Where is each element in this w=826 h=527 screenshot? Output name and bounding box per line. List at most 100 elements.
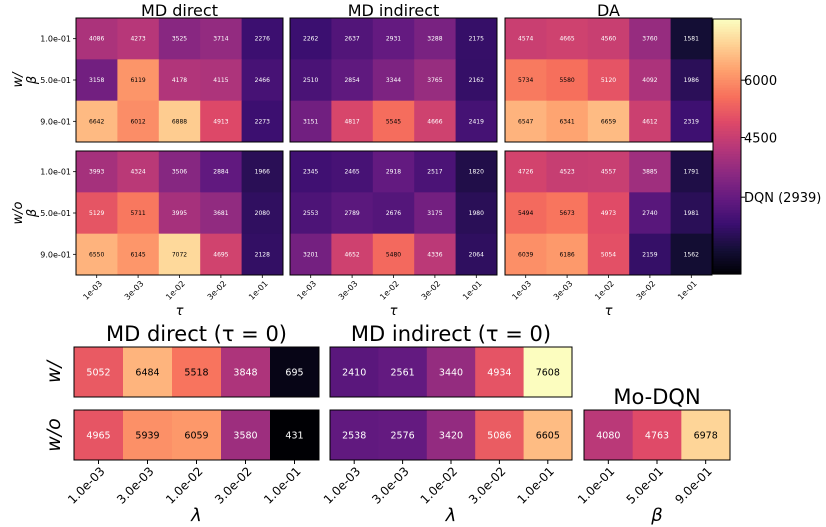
heatmap-cell <box>629 151 671 193</box>
cell-value-label: 5580 <box>559 77 574 84</box>
colorbar-segment <box>713 248 741 252</box>
colorbar-segment <box>713 166 741 171</box>
heatmap-cell <box>330 347 379 397</box>
heatmap-cell <box>331 233 374 276</box>
tau-axis-label: τ <box>176 304 184 319</box>
colorbar-segment <box>713 108 741 112</box>
cell-value-label: 4652 <box>344 251 359 258</box>
colorbar-tick-label: 6000 <box>744 74 777 89</box>
colorbar-segment <box>713 220 741 224</box>
row-tick-label: 5.0e-01 <box>40 209 71 218</box>
cell-value-label: 4336 <box>427 251 442 258</box>
cell-value-label: 4763 <box>645 431 669 442</box>
cell-value-label: 6659 <box>601 118 616 125</box>
heatmap-cell <box>76 151 118 193</box>
colorbar-segment <box>713 146 741 150</box>
heatmap-cell <box>290 151 332 193</box>
row-label: w/o <box>43 418 65 452</box>
heatmap-cell <box>117 18 160 60</box>
cell-value-label: 5673 <box>559 210 574 217</box>
colorbar-segment <box>713 75 741 79</box>
heatmap-cell <box>587 151 630 193</box>
heatmap-cell <box>74 347 124 397</box>
col-tick-label: 3e-02 <box>635 279 658 302</box>
heatmap-cell <box>241 100 284 143</box>
colorbar-segment <box>713 52 741 56</box>
cell-value-label: 1581 <box>684 36 699 43</box>
colorbar-segment <box>713 136 741 140</box>
colorbar-segment <box>713 253 741 257</box>
col-tick-label: 1.0e-03 <box>321 464 363 506</box>
heatmap-cell <box>200 151 242 193</box>
cell-value-label: 2637 <box>344 36 359 43</box>
colorbar-segment <box>713 154 741 158</box>
heatmap-cell <box>378 410 428 460</box>
cell-value-label: 3765 <box>427 77 442 84</box>
col-tick-label: 1.0e-03 <box>65 464 107 506</box>
colorbar-segment <box>713 189 741 193</box>
x-axis-label: λ <box>445 505 457 526</box>
col-tick-label: 1.0e-02 <box>163 464 205 506</box>
colorbar-segment <box>713 174 741 178</box>
heatmap-cell <box>158 151 201 193</box>
cell-value-label: 6059 <box>184 431 208 442</box>
colorbar-segment <box>713 205 741 209</box>
heatmap-cell <box>158 18 201 60</box>
colorbar-segment <box>713 184 741 188</box>
heatmap-cell <box>426 410 476 460</box>
heatmap-cell <box>378 347 428 397</box>
cell-value-label: 1986 <box>684 77 699 84</box>
colorbar-segment <box>713 240 741 244</box>
heatmap-cell <box>414 100 456 143</box>
heatmap-cell <box>372 192 415 235</box>
colorbar-segment <box>713 128 741 132</box>
heatmap-cell <box>681 410 731 460</box>
colorbar-segment <box>713 54 741 58</box>
colorbar-segment <box>713 223 741 227</box>
colorbar-tick-label: 4500 <box>744 132 777 147</box>
heatmap-cell <box>76 18 118 60</box>
colorbar-segment <box>713 31 741 35</box>
colorbar-segment <box>713 138 741 142</box>
colorbar-segment <box>713 39 741 43</box>
cell-value-label: 3681 <box>213 210 228 217</box>
heatmap-cell <box>414 192 456 235</box>
colorbar-segment <box>713 110 741 114</box>
cell-value-label: 5480 <box>386 251 401 258</box>
heatmap-cell <box>455 151 498 193</box>
cell-value-label: 1966 <box>255 169 270 176</box>
cell-value-label: 4557 <box>601 169 616 176</box>
colorbar-segment <box>713 64 741 69</box>
heatmap-cell <box>455 100 498 143</box>
cell-value-label: 4726 <box>518 169 533 176</box>
colorbar-segment <box>713 44 741 48</box>
heatmap-cell <box>670 100 713 143</box>
colorbar-segment <box>713 85 741 89</box>
cell-value-label: 2080 <box>255 210 270 217</box>
heatmap-cell <box>372 151 415 193</box>
cell-value-label: 3506 <box>172 169 187 176</box>
colorbar-segment <box>713 82 741 86</box>
colorbar-segment <box>713 29 741 33</box>
colorbar-segment <box>713 159 741 163</box>
cell-value-label: 4666 <box>427 118 442 125</box>
heatmap-cell <box>584 410 634 460</box>
col-tick-label: 1e-02 <box>593 279 616 302</box>
cell-value-label: 2128 <box>255 251 270 258</box>
col-tick-label: 1e-02 <box>378 279 401 302</box>
cell-value-label: 2553 <box>303 210 318 217</box>
colorbar-segment <box>713 115 741 120</box>
heatmap-cell <box>414 151 456 193</box>
colorbar-segment <box>713 169 741 173</box>
heatmap-cell <box>629 192 671 235</box>
cell-value-label: 2465 <box>344 169 359 176</box>
cell-value-label: 6642 <box>89 118 104 125</box>
colorbar-segment <box>713 34 741 38</box>
heatmap-cell <box>505 151 547 193</box>
heatmap-cell <box>200 192 242 235</box>
cell-value-label: 6012 <box>130 118 145 125</box>
heatmap-cell <box>372 59 415 102</box>
col-tick-label: 9.0e-01 <box>672 464 714 506</box>
panel-title: MD indirect (τ = 0) <box>351 322 551 346</box>
